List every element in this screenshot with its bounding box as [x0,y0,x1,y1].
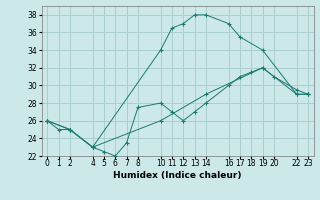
X-axis label: Humidex (Indice chaleur): Humidex (Indice chaleur) [113,171,242,180]
